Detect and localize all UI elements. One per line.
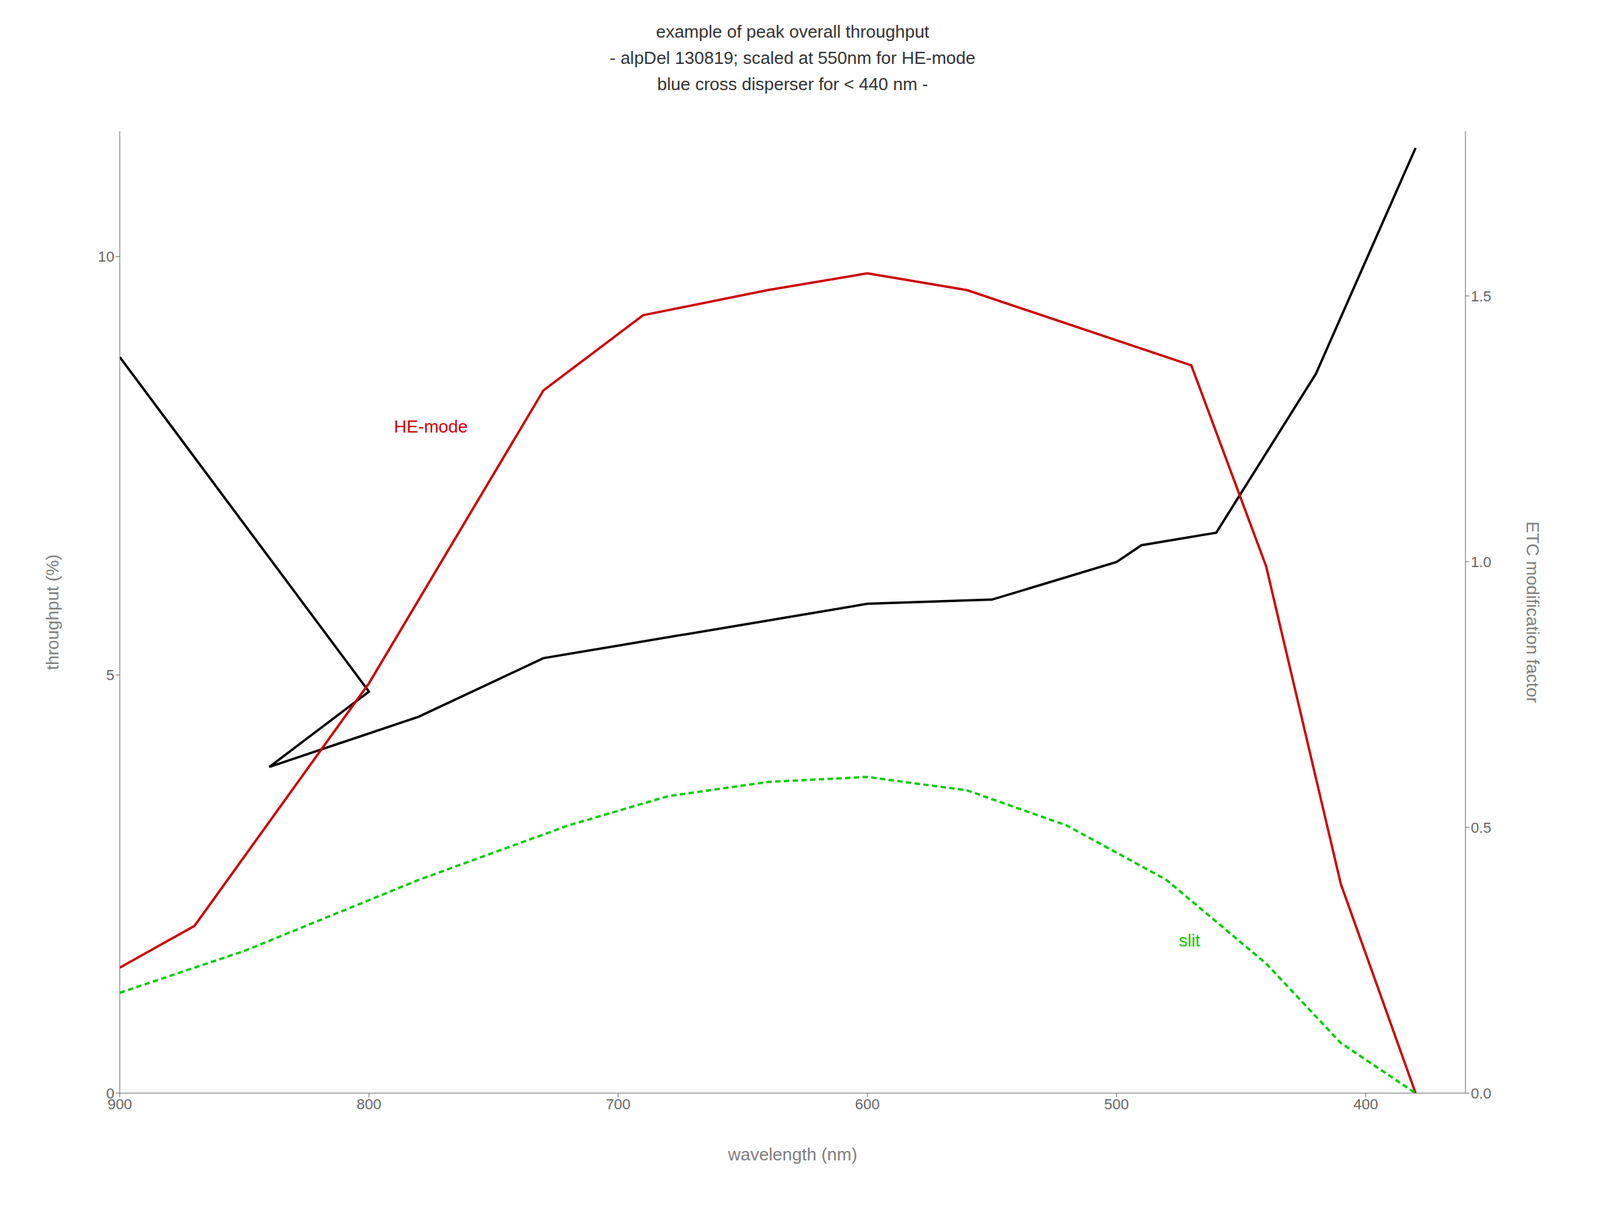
svg-text:1.5: 1.5 — [1470, 287, 1492, 305]
svg-text:600: 600 — [855, 1096, 881, 1113]
svg-text:1.0: 1.0 — [1470, 553, 1492, 571]
svg-text:0.5: 0.5 — [1470, 819, 1492, 837]
svg-text:ETC modification factor: ETC modification factor — [1522, 521, 1543, 704]
svg-text:700: 700 — [605, 1096, 631, 1113]
svg-text:slit: slit — [1178, 930, 1202, 951]
html-text:- alpDel 130819; scaled at 550: - alpDel 130819; scaled at 550nm for HE-… — [609, 47, 976, 68]
svg-text:900: 900 — [107, 1095, 133, 1113]
html-text:blue cross disperser for < 440: blue cross disperser for < 440 nm - — [657, 74, 928, 95]
svg-text:0.0: 0.0 — [1470, 1085, 1492, 1103]
svg-text:500: 500 — [1104, 1096, 1130, 1113]
svg-text:10: 10 — [98, 248, 115, 266]
svg-text:throughput (%): throughput (%) — [42, 554, 63, 671]
svg-text:5: 5 — [106, 666, 115, 684]
svg-text:800: 800 — [356, 1096, 382, 1113]
svg-text:wavelength (nm): wavelength (nm) — [727, 1144, 858, 1165]
svg-text:400: 400 — [1353, 1096, 1378, 1113]
svg-text:0: 0 — [106, 1085, 115, 1103]
html-text:example of peak overall throug: example of peak overall throughput — [655, 21, 930, 42]
svg-text:HE-mode: HE-mode — [393, 416, 468, 437]
